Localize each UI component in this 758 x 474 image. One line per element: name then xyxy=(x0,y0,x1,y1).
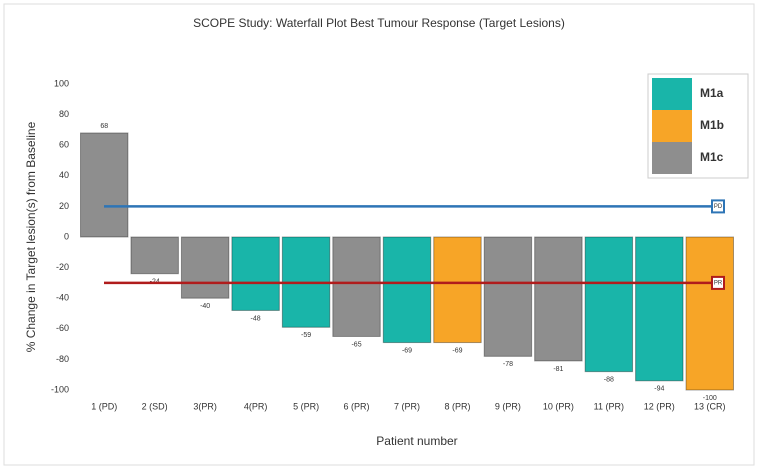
x-tick-label: 3(PR) xyxy=(193,401,217,411)
data-label: -100 xyxy=(703,395,717,402)
x-tick-label: 8 (PR) xyxy=(444,401,470,411)
data-label: -94 xyxy=(654,386,664,393)
data-label: -81 xyxy=(553,366,563,373)
y-tick-label: 20 xyxy=(59,201,69,211)
bar xyxy=(534,236,583,362)
bar xyxy=(635,236,684,382)
bar xyxy=(433,236,482,344)
x-tick-label: 9 (PR) xyxy=(495,401,521,411)
bar xyxy=(382,236,432,344)
data-label: -65 xyxy=(351,341,361,348)
data-label: -78 xyxy=(503,361,513,368)
bar xyxy=(130,236,179,275)
reference-label: PD xyxy=(714,204,723,210)
reference-label: PR xyxy=(714,280,723,286)
y-tick-label: -60 xyxy=(56,323,69,333)
data-label: -88 xyxy=(604,376,614,383)
y-tick-label: 60 xyxy=(59,140,69,150)
y-tick-label: -100 xyxy=(51,384,69,394)
bar xyxy=(80,132,129,238)
x-tick-label: 4(PR) xyxy=(244,401,268,411)
bar xyxy=(685,236,734,391)
x-tick-label: 12 (PR) xyxy=(644,401,675,411)
y-tick-label: 40 xyxy=(59,170,69,180)
data-label: -40 xyxy=(200,303,210,310)
legend-swatch xyxy=(652,142,692,174)
x-tick-label: 1 (PD) xyxy=(91,401,117,411)
reference-marker xyxy=(711,199,725,214)
legend-label: M1b xyxy=(700,118,724,132)
x-tick-label: 11 (PR) xyxy=(594,401,624,411)
bar xyxy=(231,236,280,311)
bar xyxy=(584,236,634,373)
legend-swatch xyxy=(652,110,692,142)
bar xyxy=(483,236,533,357)
x-tick-label: 5 (PR) xyxy=(293,401,319,411)
x-tick-label: 10 (PR) xyxy=(543,401,574,411)
y-tick-label: 80 xyxy=(59,109,69,119)
legend-label: M1c xyxy=(700,150,724,164)
x-tick-label: 7 (PR) xyxy=(394,401,420,411)
data-label: -69 xyxy=(452,347,462,354)
chart-frame xyxy=(3,3,755,466)
data-label: 68 xyxy=(100,123,108,130)
y-tick-label: 0 xyxy=(64,231,69,241)
legend-swatch xyxy=(652,78,692,110)
x-tick-label: 2 (SD) xyxy=(142,401,168,411)
reference-marker xyxy=(711,275,725,290)
bar xyxy=(332,236,381,337)
data-label: -69 xyxy=(402,347,412,354)
data-label: -59 xyxy=(301,332,311,339)
chart-title: SCOPE Study: Waterfall Plot Best Tumour … xyxy=(193,16,565,30)
y-tick-label: -80 xyxy=(56,354,69,364)
y-tick-label: -20 xyxy=(56,262,69,272)
x-tick-label: 13 (CR) xyxy=(694,401,726,411)
y-tick-label: -40 xyxy=(56,293,69,303)
x-tick-label: 6 (PR) xyxy=(344,401,370,411)
bar xyxy=(180,236,230,299)
data-label: -48 xyxy=(251,315,261,322)
x-axis-title: Patient number xyxy=(376,434,457,448)
y-axis-title: % Change in Target lesion(s) from Baseli… xyxy=(24,121,38,352)
legend-frame xyxy=(647,73,749,179)
y-tick-label: 100 xyxy=(54,78,69,88)
legend-label: M1a xyxy=(700,86,724,100)
